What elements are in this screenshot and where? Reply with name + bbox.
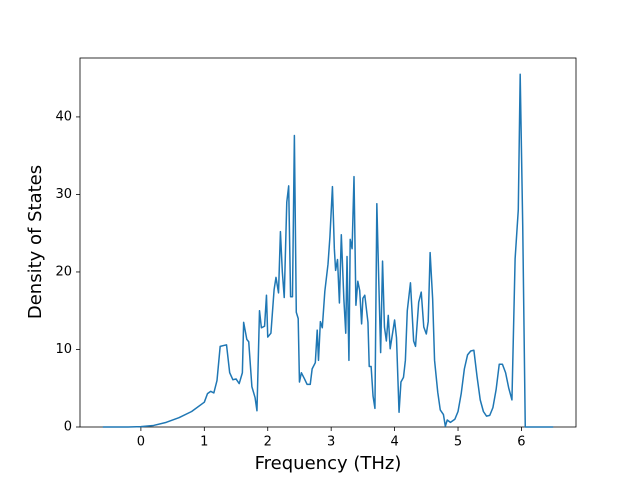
x-tick-label: 5 <box>454 435 462 450</box>
y-tick-label: 0 <box>64 420 72 435</box>
x-tick-label: 3 <box>327 435 335 450</box>
x-tick-label: 4 <box>390 435 398 450</box>
y-tick-label: 10 <box>55 342 72 357</box>
y-tick-label: 40 <box>55 109 72 124</box>
x-axis-label: Frequency (THz) <box>255 453 402 474</box>
dos-line <box>102 73 554 428</box>
y-tick-label: 20 <box>55 264 72 279</box>
y-axis-label: Density of States <box>25 165 46 319</box>
x-tick-label: 2 <box>264 435 272 450</box>
x-tick-label: 0 <box>137 435 145 450</box>
x-tick-label: 6 <box>517 435 525 450</box>
axes-frame <box>79 57 577 428</box>
y-tick-label: 30 <box>55 187 72 202</box>
x-tick-label: 1 <box>200 435 208 450</box>
